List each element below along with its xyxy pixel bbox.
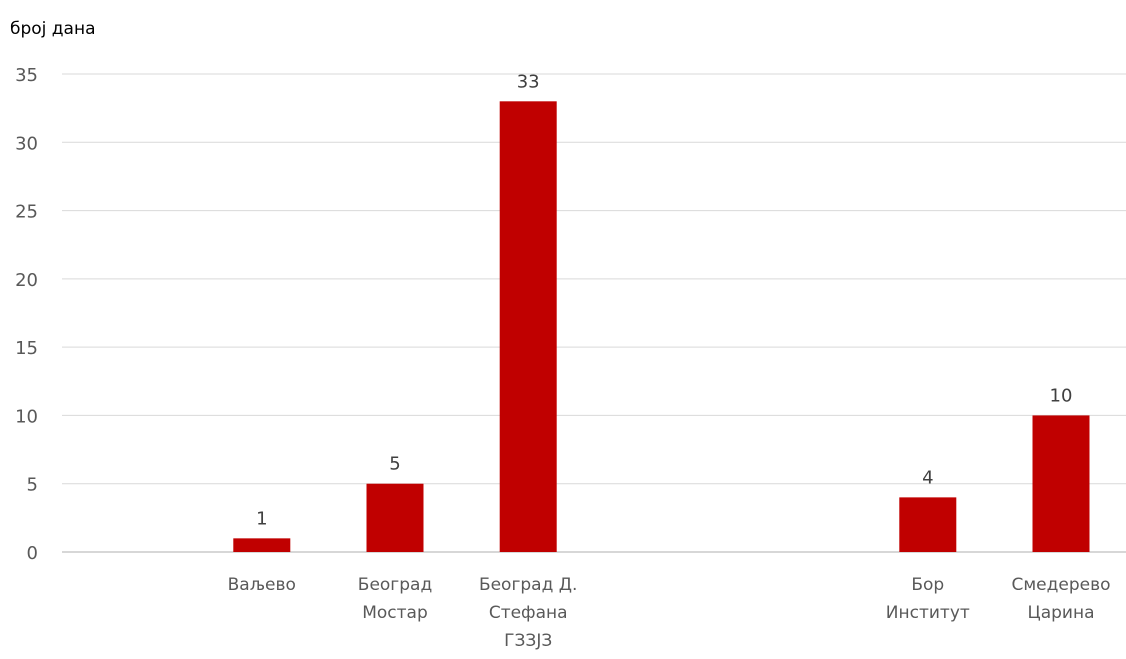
- data-labels: 1 5 33 4 10: [256, 71, 1072, 529]
- y-axis-title: број дана: [10, 19, 96, 39]
- bar: [366, 483, 424, 552]
- y-tick-label: 30: [15, 133, 38, 154]
- y-tick-label: 5: [27, 475, 38, 496]
- bars: [233, 101, 1090, 553]
- y-tick-label: 20: [15, 270, 38, 291]
- bar: [1032, 415, 1090, 552]
- data-label: 4: [922, 467, 933, 488]
- x-tick-label: Институт: [886, 603, 970, 623]
- data-label: 10: [1050, 385, 1073, 406]
- x-tick-label: Бор: [911, 575, 944, 595]
- bar: [499, 101, 557, 553]
- x-tick-label: Мостар: [362, 603, 428, 623]
- data-label: 33: [517, 71, 540, 92]
- y-tick-label: 25: [15, 202, 38, 223]
- x-axis-labels: Ваљево Београд Мостар Београд Д. Стефана ГЗЗЈ…: [228, 575, 1111, 651]
- x-tick-label: Царина: [1028, 603, 1095, 623]
- x-tick-label: Београд: [358, 575, 432, 595]
- x-tick-label: Београд Д.: [479, 575, 578, 595]
- data-label: 5: [389, 454, 400, 475]
- y-tick-label: 35: [15, 65, 38, 86]
- x-tick-label: Ваљево: [228, 575, 296, 595]
- bar: [899, 497, 957, 552]
- y-tick-label: 10: [15, 406, 38, 427]
- gridlines: [62, 73, 1126, 553]
- x-tick-label: Смедерево: [1011, 575, 1110, 595]
- x-tick-label: Стефана: [489, 603, 568, 623]
- y-tick-label: 0: [27, 543, 38, 564]
- data-label: 1: [256, 508, 267, 529]
- y-axis-ticks: 0 5 10 15 20 25 30 35: [15, 65, 38, 564]
- x-tick-label: ГЗЗЈЗ: [504, 631, 552, 651]
- y-tick-label: 15: [15, 338, 38, 359]
- bar: [233, 538, 291, 552]
